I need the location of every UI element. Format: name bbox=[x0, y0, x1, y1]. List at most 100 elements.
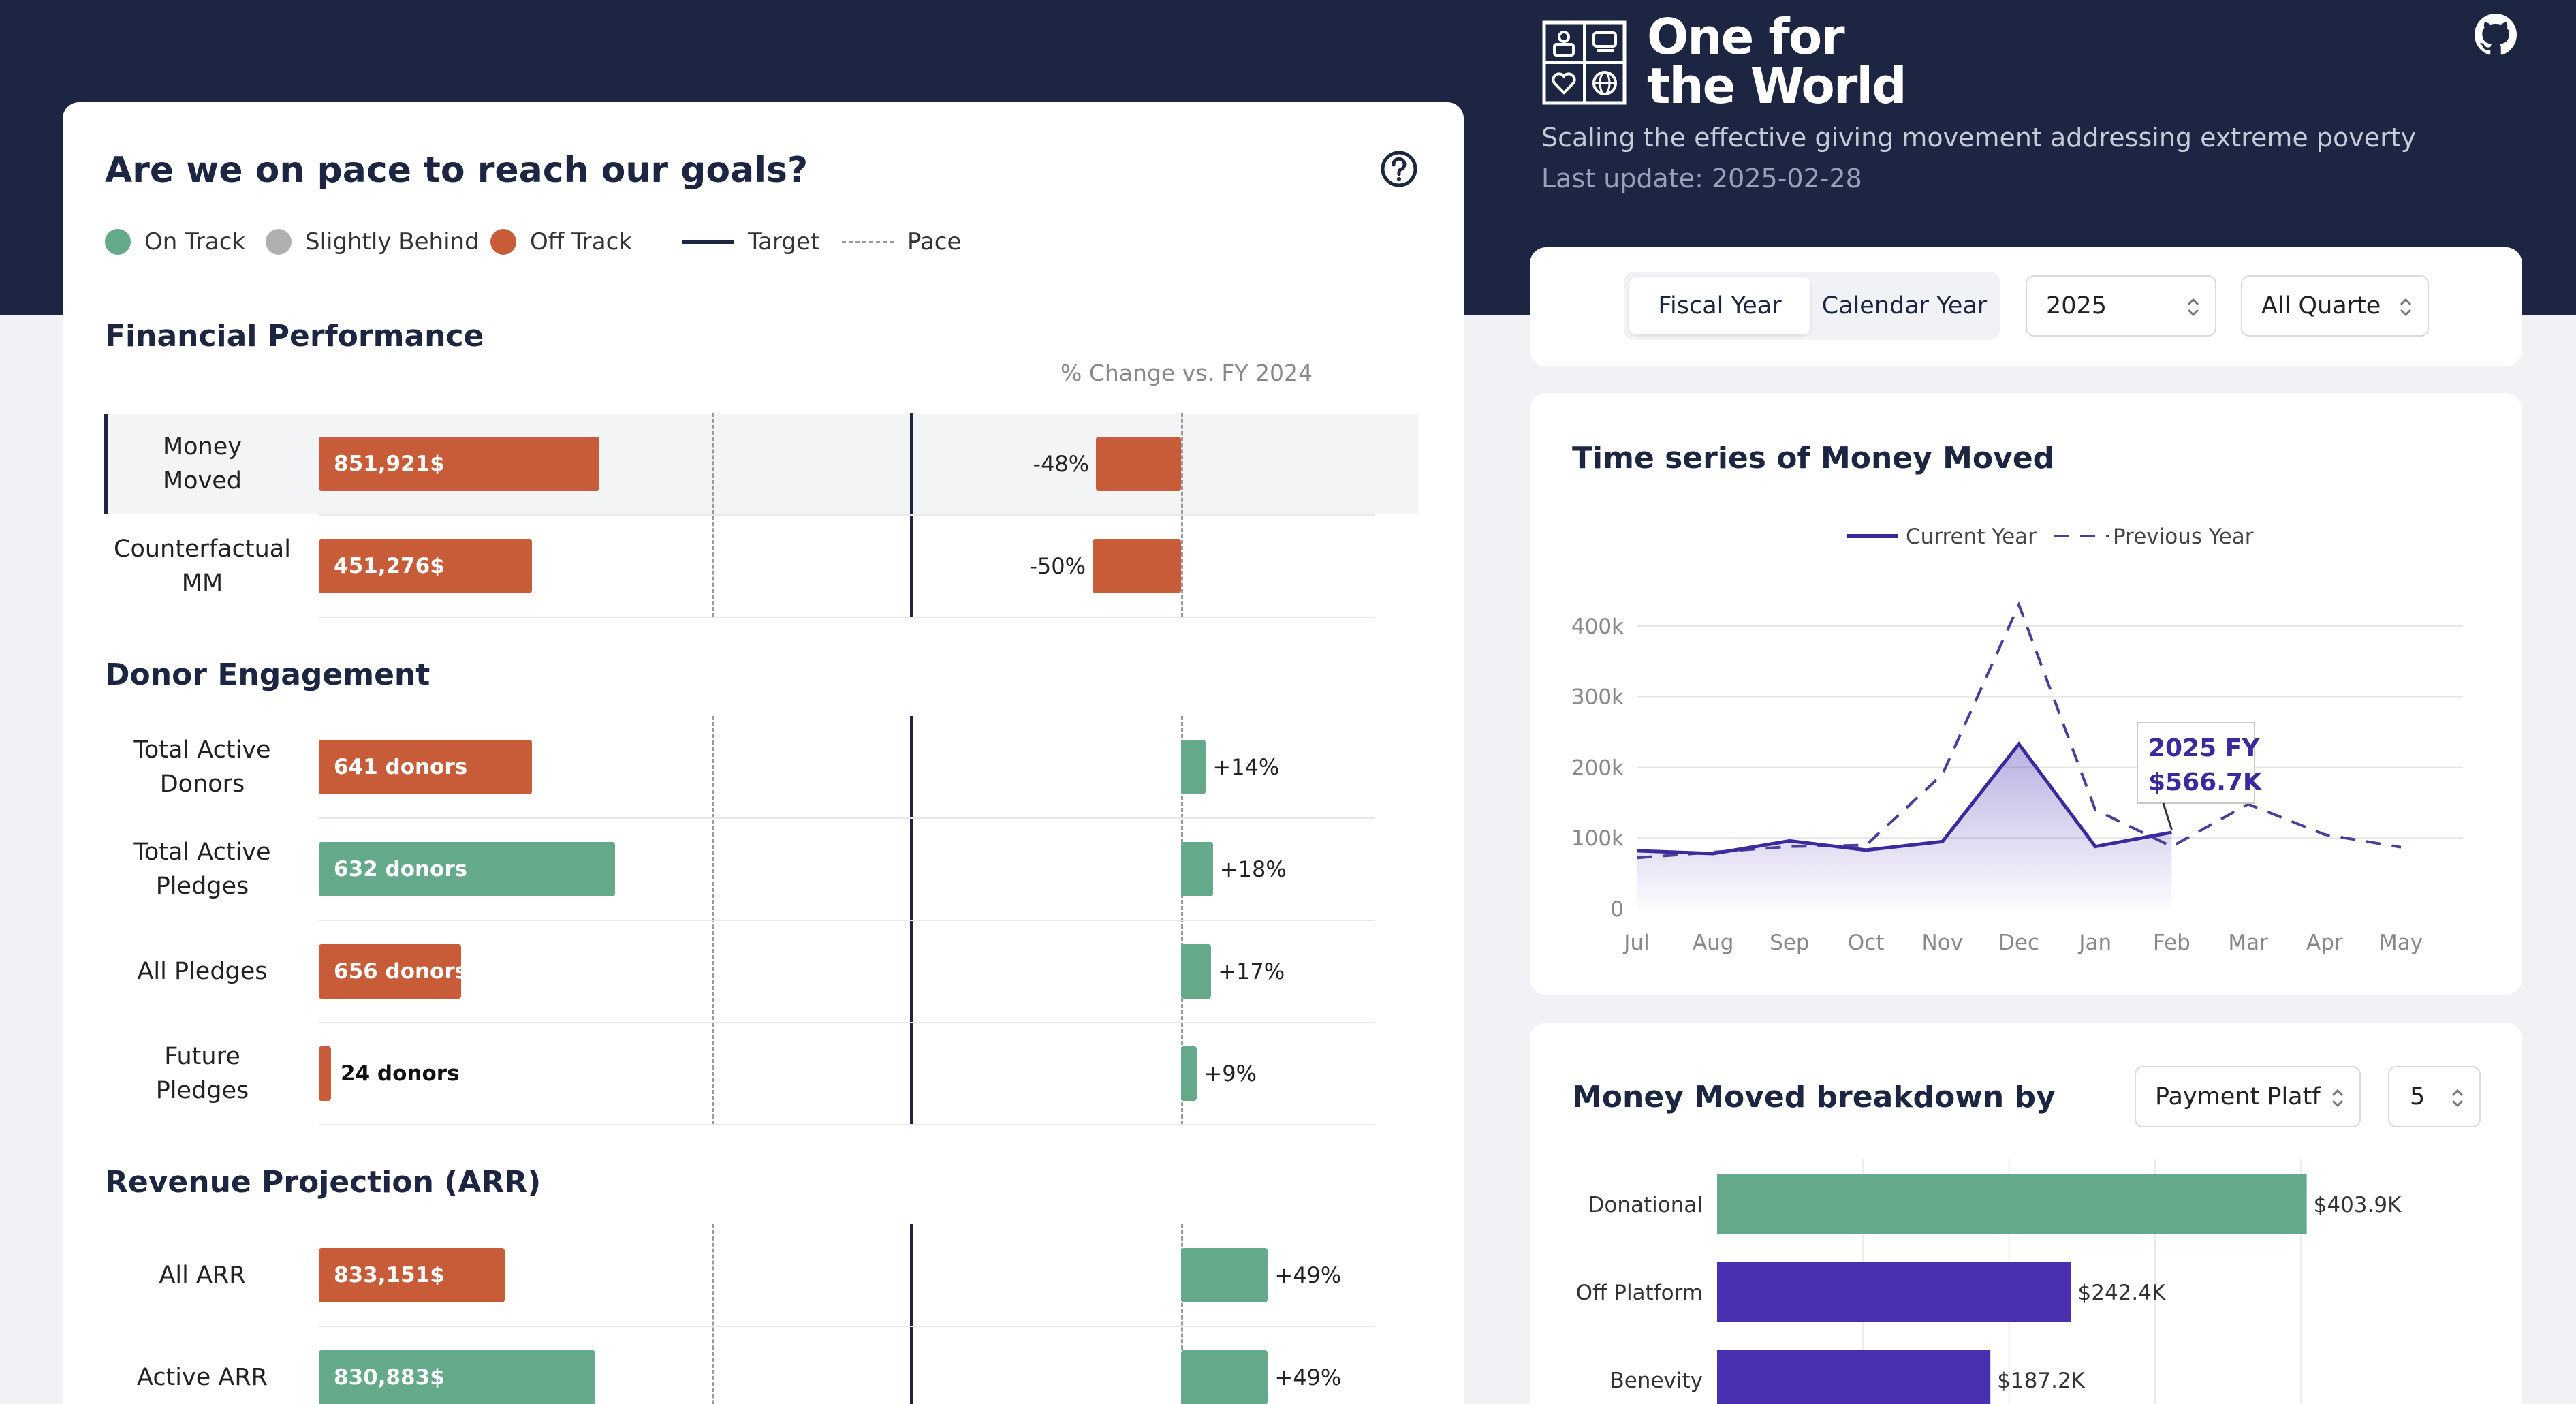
pct-change-bar[interactable] bbox=[1181, 944, 1212, 999]
current-year-area bbox=[1637, 744, 2172, 909]
dimension-select-value: Payment Platf bbox=[2155, 1083, 2321, 1110]
row-highlight bbox=[104, 414, 1418, 514]
y-tick-label: 0 bbox=[1610, 897, 1624, 922]
category-label: Benevity bbox=[1609, 1369, 1703, 1393]
row-separator bbox=[319, 1022, 1031, 1023]
bar-value: 851,921$ bbox=[334, 452, 445, 476]
logo-icon bbox=[1542, 20, 1627, 105]
metric-label: Total Active Donors bbox=[133, 736, 271, 798]
pct-change-value: +14% bbox=[1212, 754, 1280, 780]
progress-bar[interactable] bbox=[319, 842, 615, 896]
row-separator bbox=[319, 817, 1031, 819]
pct-change-bar[interactable] bbox=[1096, 437, 1181, 491]
category-label: Donational bbox=[1588, 1193, 1703, 1217]
y-tick-label: 300k bbox=[1571, 685, 1624, 710]
metric-label: All ARR bbox=[159, 1262, 246, 1289]
row-separator bbox=[984, 817, 1375, 819]
progress-bar[interactable] bbox=[319, 539, 532, 593]
current-year-line bbox=[1636, 741, 2172, 856]
x-tick-label: Sep bbox=[1770, 931, 1809, 955]
pct-change-bar[interactable] bbox=[1181, 1046, 1197, 1101]
metric-label: All Pledges bbox=[137, 958, 268, 985]
row-separator bbox=[984, 617, 1375, 618]
pct-axis-line bbox=[1181, 1224, 1183, 1404]
off-track-dot bbox=[490, 229, 516, 255]
dimension-select[interactable]: Payment Platf bbox=[2135, 1066, 2361, 1127]
progress-bar[interactable] bbox=[319, 1046, 331, 1101]
category-label: Off Platform bbox=[1576, 1281, 1703, 1305]
fiscal-year-button[interactable]: Fiscal Year bbox=[1629, 277, 1810, 334]
legend-label: Slightly Behind bbox=[305, 228, 480, 255]
goals-card: Are we on pace to reach our goals? On Tr… bbox=[63, 102, 1464, 1404]
progress-bar[interactable] bbox=[319, 1350, 595, 1404]
breakdown-bar bbox=[1717, 1174, 2307, 1234]
legend-label: Pace bbox=[907, 228, 962, 255]
legend-label: On Track bbox=[144, 228, 246, 255]
pct-change-value: +17% bbox=[1218, 958, 1285, 984]
bar-value: 24 donors bbox=[341, 1061, 460, 1086]
section-revenue: Revenue Projection (ARR) bbox=[105, 1165, 541, 1200]
row-separator bbox=[319, 617, 1031, 618]
bar-value: 641 donors bbox=[334, 755, 468, 779]
chevron-updown-icon bbox=[2400, 298, 2412, 317]
progress-bar[interactable] bbox=[319, 740, 532, 794]
tooltip-pointer bbox=[2162, 802, 2173, 830]
github-icon[interactable] bbox=[2475, 14, 2517, 56]
bar-value-label: $403.9K bbox=[2314, 1193, 2402, 1217]
x-tick-label: Nov bbox=[1922, 931, 1964, 955]
legend-previous-label: Previous Year bbox=[2113, 525, 2254, 549]
calendar-year-button[interactable]: Calendar Year bbox=[1821, 292, 1988, 319]
progress-bar[interactable] bbox=[319, 437, 599, 491]
legend-pace: Pace bbox=[842, 225, 961, 259]
chevron-updown-icon bbox=[2451, 1089, 2464, 1108]
pct-change-value: +9% bbox=[1204, 1061, 1257, 1087]
on-track-dot bbox=[105, 229, 131, 255]
row-separator bbox=[319, 514, 1031, 516]
bar-value: 830,883$ bbox=[334, 1365, 445, 1390]
quarter-select-value: All Quarte bbox=[2261, 292, 2381, 319]
legend-label: Target bbox=[748, 228, 820, 255]
quarter-select[interactable]: All Quarte bbox=[2241, 275, 2429, 337]
x-tick-label: May bbox=[2379, 931, 2423, 955]
brand-name: One for the World bbox=[1647, 8, 1907, 114]
breakdown-bar bbox=[1717, 1262, 2071, 1322]
target-line bbox=[910, 1224, 913, 1404]
pct-change-bar[interactable] bbox=[1093, 539, 1181, 593]
legend-target: Target bbox=[682, 225, 819, 259]
section-donor: Donor Engagement bbox=[105, 657, 430, 692]
timeseries-title: Time series of Money Moved bbox=[1572, 441, 2055, 475]
x-tick-label: Apr bbox=[2306, 931, 2343, 955]
bar-value: 451,276$ bbox=[334, 554, 445, 578]
progress-bar[interactable] bbox=[319, 1248, 505, 1302]
breakdown-chart[interactable]: Donational $403.9K Off Platform $242.4K Bene… bbox=[1530, 1023, 2522, 1404]
top-n-select[interactable]: 5 bbox=[2388, 1066, 2481, 1127]
tooltip-value: $566.7K bbox=[2148, 768, 2263, 796]
timeseries-card: Time series of Money Moved 0 100k 200k 300k… bbox=[1530, 393, 2522, 995]
year-select[interactable]: 2025 bbox=[2026, 275, 2216, 337]
bar-value-label: $187.2K bbox=[1997, 1369, 2085, 1393]
timeseries-chart[interactable]: 0 100k 200k 300k 400k Jul Aug Sep Oct Nov Dec Jan Fe… bbox=[1530, 393, 2522, 995]
x-tick-label: Jan bbox=[2077, 931, 2111, 955]
pct-change-bar[interactable] bbox=[1181, 740, 1206, 794]
year-type-toggle: Fiscal Year Calendar Year bbox=[1624, 272, 2000, 340]
x-tick-label: Feb bbox=[2153, 931, 2190, 955]
tooltip-box bbox=[2137, 722, 2255, 804]
pct-change-bar[interactable] bbox=[1181, 1350, 1268, 1404]
tagline: Scaling the effective giving movement ad… bbox=[1541, 123, 2417, 153]
x-tick-label: Mar bbox=[2228, 931, 2268, 955]
help-circle-icon[interactable] bbox=[1380, 150, 1418, 188]
slightly-behind-dot bbox=[266, 229, 292, 255]
tooltip-label: 2025 FY bbox=[2148, 734, 2260, 762]
chevron-updown-icon bbox=[2331, 1089, 2344, 1108]
last-update: Last update: 2025-02-28 bbox=[1541, 163, 1862, 193]
breakdown-title: Money Moved breakdown by bbox=[1572, 1080, 2056, 1114]
pct-change-header: % Change vs. FY 2024 bbox=[1061, 360, 1313, 386]
row-separator bbox=[984, 514, 1375, 516]
pace-line-icon bbox=[842, 241, 894, 243]
goals-title: Are we on pace to reach our goals? bbox=[105, 150, 808, 191]
row-separator bbox=[319, 920, 1031, 921]
pct-change-value: +49% bbox=[1274, 1262, 1342, 1288]
pct-change-bar[interactable] bbox=[1181, 842, 1213, 896]
progress-bar[interactable] bbox=[319, 944, 461, 999]
pct-change-bar[interactable] bbox=[1181, 1248, 1268, 1302]
